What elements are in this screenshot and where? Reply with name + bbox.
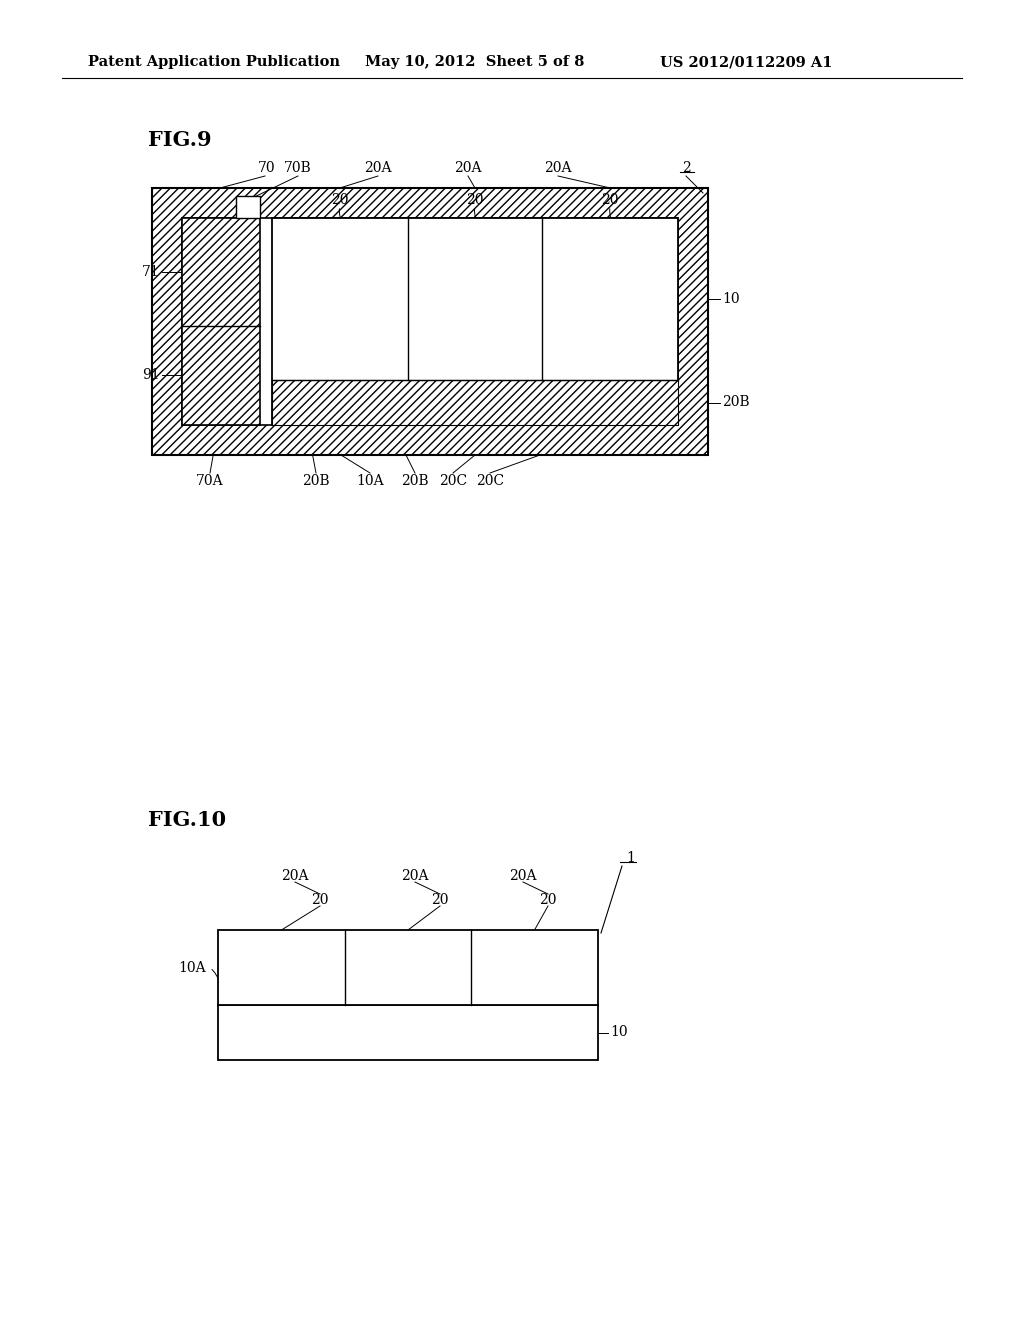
Text: US 2012/0112209 A1: US 2012/0112209 A1	[660, 55, 833, 69]
Text: 10A: 10A	[178, 961, 206, 974]
Text: 20B: 20B	[302, 474, 330, 488]
Text: 20: 20	[431, 894, 449, 907]
Text: 20A: 20A	[401, 869, 429, 883]
Bar	[218, 1005, 598, 1060]
Bar	[182, 218, 678, 425]
Text: 20: 20	[601, 193, 618, 207]
Text: 20A: 20A	[365, 161, 392, 176]
Text: 20C: 20C	[476, 474, 504, 488]
Text: 20: 20	[540, 894, 557, 907]
Text: 20A: 20A	[455, 161, 481, 176]
Text: 71: 71	[142, 265, 160, 279]
Text: 10: 10	[610, 1026, 628, 1040]
Text: 20: 20	[466, 193, 483, 207]
Bar	[272, 380, 678, 425]
Text: 20B: 20B	[401, 474, 429, 488]
Text: 20: 20	[311, 894, 329, 907]
Text: 20A: 20A	[544, 161, 571, 176]
Text: 10A: 10A	[356, 474, 384, 488]
Text: 20: 20	[331, 193, 348, 207]
Text: 20B: 20B	[722, 396, 750, 409]
Text: May 10, 2012  Sheet 5 of 8: May 10, 2012 Sheet 5 of 8	[365, 55, 585, 69]
Text: 91: 91	[142, 368, 160, 383]
Bar	[182, 218, 260, 425]
Text: 70A: 70A	[197, 474, 224, 488]
Bar	[218, 931, 598, 1005]
Bar	[182, 218, 678, 425]
Bar	[152, 187, 708, 455]
Text: FIG.10: FIG.10	[148, 810, 226, 830]
Text: 20A: 20A	[509, 869, 537, 883]
Text: 20C: 20C	[439, 474, 467, 488]
Text: 10: 10	[722, 292, 739, 306]
Text: 70: 70	[258, 161, 275, 176]
Text: 20A: 20A	[282, 869, 309, 883]
Text: Patent Application Publication: Patent Application Publication	[88, 55, 340, 69]
Text: 1: 1	[626, 851, 635, 865]
Text: 2: 2	[682, 161, 690, 176]
Bar	[236, 195, 260, 218]
Text: FIG.9: FIG.9	[148, 129, 212, 150]
Bar	[272, 218, 678, 425]
Text: 70B: 70B	[284, 161, 312, 176]
